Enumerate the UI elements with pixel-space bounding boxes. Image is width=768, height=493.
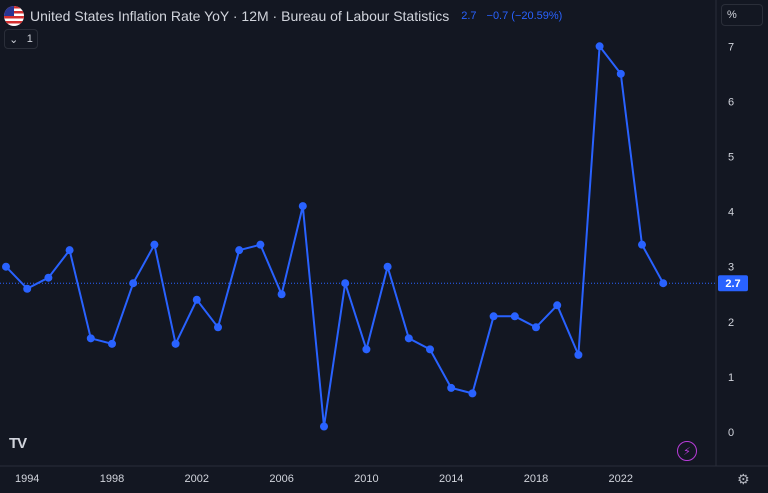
data-point — [468, 389, 477, 398]
data-point — [192, 295, 201, 304]
y-tick-label: 7 — [728, 41, 734, 53]
change-value: −0.7 (−20.59%) — [486, 10, 563, 22]
chart-header: United States Inflation Rate YoY · 12M ·… — [4, 4, 562, 28]
tradingview-logo: TV — [9, 435, 27, 452]
y-tick-label: 2 — [728, 317, 734, 329]
data-point — [2, 262, 10, 271]
y-tick-label: 5 — [728, 152, 734, 164]
unit-button[interactable]: % — [721, 4, 763, 26]
data-point — [510, 312, 519, 321]
data-point — [235, 246, 244, 255]
data-point — [320, 422, 328, 431]
x-tick-label: 2022 — [609, 473, 633, 485]
x-tick-label: 2014 — [439, 473, 463, 485]
y-tick-label: 1 — [728, 372, 734, 384]
data-point — [553, 301, 562, 310]
data-point — [277, 290, 286, 299]
data-point — [574, 350, 583, 359]
last-value-badge-label: 2.7 — [725, 278, 740, 290]
data-point — [595, 42, 604, 51]
data-point — [659, 279, 668, 288]
data-point — [532, 323, 540, 332]
data-point — [86, 334, 95, 343]
data-point — [447, 383, 456, 392]
last-value-badge — [718, 275, 748, 292]
last-value: 2.7 — [461, 10, 477, 22]
y-tick-label: 4 — [728, 207, 734, 219]
data-point — [171, 339, 180, 348]
x-tick-label: 1998 — [100, 473, 124, 485]
us-flag-icon — [4, 6, 24, 26]
data-point — [426, 345, 434, 354]
x-tick-label: 2006 — [269, 473, 293, 485]
data-point — [404, 334, 413, 343]
chevron-down-icon: ⌄ — [9, 33, 19, 46]
data-point — [638, 240, 646, 249]
data-point — [129, 279, 138, 288]
interval-value: 1 — [26, 33, 33, 45]
data-point — [616, 69, 625, 78]
data-point — [150, 240, 159, 249]
data-point — [298, 202, 307, 211]
chart-title: United States Inflation Rate YoY · 12M ·… — [30, 8, 450, 24]
data-point — [214, 323, 222, 332]
lightning-icon[interactable]: ⚡ — [677, 441, 697, 461]
data-point — [23, 284, 32, 293]
interval-toggle[interactable]: ⌄ 1 — [4, 29, 38, 49]
gear-icon[interactable]: ⚙ — [737, 471, 750, 487]
data-point — [489, 312, 498, 321]
data-point — [383, 262, 392, 271]
data-point — [108, 339, 116, 348]
data-point — [256, 240, 265, 249]
x-tick-label: 1994 — [15, 473, 39, 485]
y-tick-label: 6 — [728, 96, 734, 108]
data-point — [341, 279, 350, 288]
y-tick-label: 0 — [728, 427, 734, 439]
x-tick-label: 2018 — [524, 473, 548, 485]
series-line — [5, 43, 665, 427]
y-tick-label: 3 — [728, 262, 734, 274]
data-point — [362, 345, 371, 354]
x-tick-label: 2002 — [185, 473, 209, 485]
data-point — [44, 273, 53, 282]
x-tick-label: 2010 — [354, 473, 378, 485]
data-point — [65, 246, 74, 255]
